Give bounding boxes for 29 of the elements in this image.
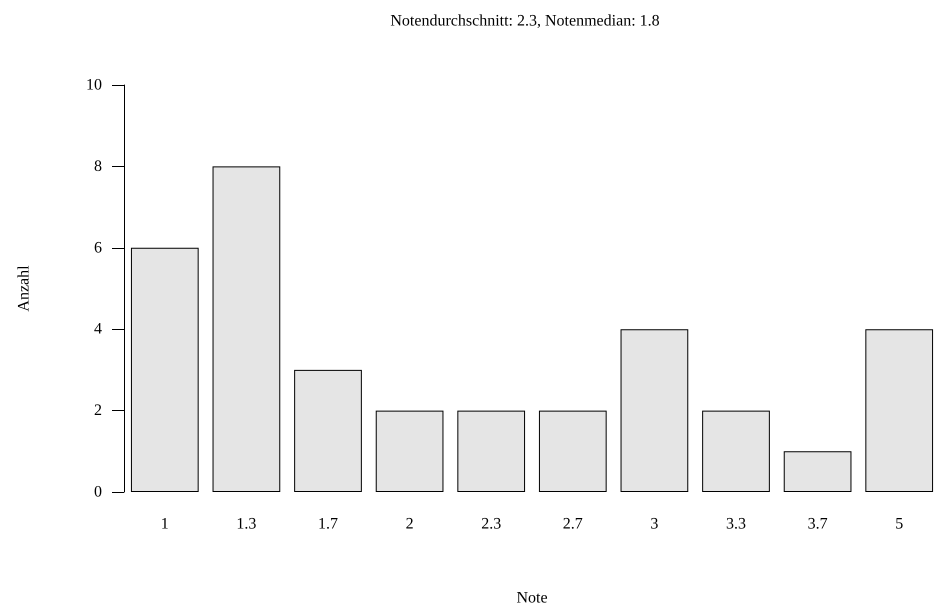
bar [702, 410, 770, 492]
bar [130, 248, 199, 492]
bar [457, 410, 526, 492]
bar [538, 410, 607, 492]
x-axis-title: Note [516, 590, 548, 606]
y-tick-label: 6 [94, 239, 102, 256]
x-tick-label: 1.3 [236, 516, 256, 532]
x-tick-label: 1.7 [318, 516, 338, 532]
bar [620, 329, 688, 492]
x-tick-label: 1 [160, 516, 169, 532]
y-axis-title: Anzahl [16, 264, 32, 312]
y-tick-label: 0 [94, 484, 102, 500]
y-tick-label: 4 [94, 320, 102, 338]
x-tick-label: 3.7 [808, 516, 828, 532]
x-tick-label: 5 [895, 516, 904, 532]
x-tick-label: 3.3 [726, 516, 746, 532]
chart-title: Notendurchschnitt: 2.3, Notenmedian: 1.8 [390, 12, 660, 30]
y-tick-label: 8 [94, 158, 102, 175]
y-tick-label: 10 [86, 76, 102, 94]
bar [865, 329, 934, 492]
x-tick-label: 2 [406, 516, 414, 532]
x-tick-label: 3 [650, 516, 658, 532]
bar [294, 370, 362, 492]
bar [212, 166, 280, 492]
y-tick-label: 2 [94, 402, 102, 420]
bar [376, 410, 444, 492]
x-tick-label: 2.3 [481, 516, 502, 532]
x-tick-label: 2.7 [562, 516, 583, 532]
bar [784, 451, 852, 492]
